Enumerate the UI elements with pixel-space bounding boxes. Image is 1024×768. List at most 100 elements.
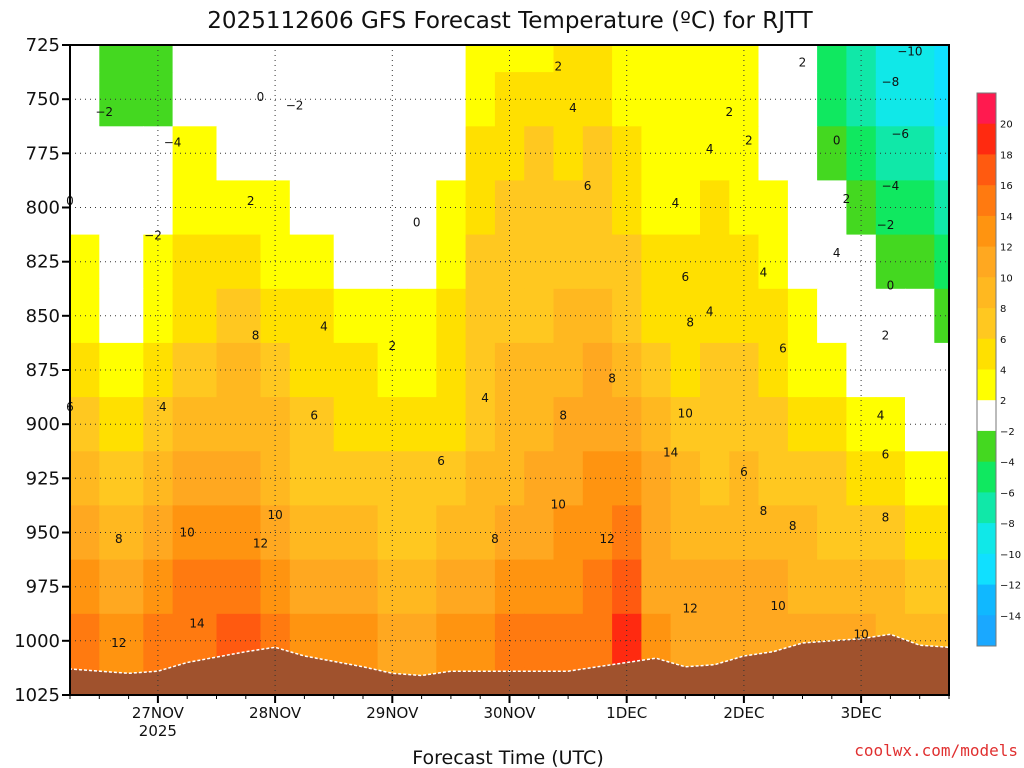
- heatmap-cell: [216, 234, 262, 290]
- heatmap-cell: [407, 180, 437, 236]
- heatmap-cell: [143, 613, 174, 669]
- heatmap-cell: [787, 288, 818, 344]
- colorbar-swatch: [977, 277, 996, 309]
- heatmap-cell: [729, 505, 760, 561]
- heatmap-cell: [553, 126, 584, 182]
- contour-label: 10: [551, 497, 566, 511]
- heatmap-cell: [553, 234, 584, 290]
- y-tick-label: 800: [26, 198, 60, 219]
- heatmap-cell: [99, 180, 144, 236]
- heatmap-cell: [700, 342, 730, 398]
- x-axis-label: Forecast Time (UTC): [412, 747, 603, 768]
- plot-area: 2 2−102−2−40−2 42 0−8−64−460 2 4 2−20 −24460488…: [66, 44, 950, 696]
- heatmap-cell: [377, 45, 408, 73]
- y-tick-label: 775: [26, 143, 60, 164]
- contour-label: 10: [180, 526, 195, 540]
- credit-text: coolwx.com/models: [854, 741, 1018, 760]
- heatmap-cell: [143, 505, 174, 561]
- contour-label: −2: [95, 105, 113, 119]
- heatmap-cell: [524, 451, 555, 507]
- contour-label: 4: [320, 320, 328, 334]
- heatmap-cell: [436, 505, 467, 561]
- heatmap-cell: [612, 397, 642, 452]
- colorbar-swatch: [977, 369, 996, 401]
- contour-label: 0: [833, 133, 841, 147]
- heatmap-cell: [905, 126, 935, 182]
- heatmap-cell: [99, 505, 144, 561]
- heatmap-cell: [216, 126, 262, 182]
- heatmap-cell: [553, 288, 584, 344]
- grid: [70, 44, 949, 696]
- contour-label: 6: [584, 179, 592, 193]
- heatmap-cell: [582, 234, 613, 290]
- contour-label: 4: [569, 101, 577, 115]
- heatmap-cell: [407, 234, 437, 290]
- heatmap-cell: [524, 72, 555, 127]
- heatmap-cell: [758, 559, 789, 615]
- heatmap-cell: [524, 505, 555, 561]
- heatmap-cell: [289, 342, 335, 398]
- heatmap-cell: [846, 45, 877, 73]
- heatmap-cell: [494, 613, 525, 669]
- heatmap-cell: [817, 288, 847, 344]
- heatmap-cell: [700, 505, 730, 561]
- heatmap-cell: [875, 45, 906, 73]
- heatmap-cell: [846, 397, 877, 452]
- heatmap-cell: [553, 342, 584, 398]
- heatmap-cell: [787, 505, 818, 561]
- colorbar-label: 12: [1000, 243, 1013, 254]
- heatmap-cell: [612, 451, 642, 507]
- heatmap-cell: [817, 72, 847, 127]
- heatmap-cell: [407, 613, 437, 669]
- heatmap-cell: [289, 72, 335, 127]
- heatmap-cell: [612, 45, 642, 73]
- heatmap-cell: [524, 45, 555, 73]
- heatmap-cell: [787, 72, 818, 127]
- contour-label: 12: [683, 601, 698, 615]
- heatmap-cell: [641, 397, 672, 452]
- heatmap-cell: [729, 397, 760, 452]
- colorbar-label: 2: [1000, 396, 1006, 407]
- heatmap-cell: [377, 288, 408, 344]
- heatmap-cell: [817, 505, 847, 561]
- heatmap-cell: [494, 180, 525, 236]
- colorbar-label: 14: [1000, 212, 1013, 223]
- x-tick-label: 28NOV: [249, 704, 302, 722]
- contour-label: 8: [115, 532, 123, 546]
- heatmap-cell: [700, 72, 730, 127]
- colorbar-label: 8: [1000, 304, 1006, 315]
- heatmap-cell: [524, 613, 555, 669]
- heatmap-cell: [700, 288, 730, 344]
- contour-label: 6: [740, 465, 748, 479]
- heatmap-cell: [289, 288, 335, 344]
- heatmap-cell: [436, 126, 467, 182]
- heatmap-cell: [172, 45, 218, 73]
- heatmap-cell: [289, 505, 335, 561]
- heatmap-cell: [729, 72, 760, 127]
- heatmap-cell: [729, 559, 760, 615]
- heatmap-cell: [582, 126, 613, 182]
- heatmap-cell: [787, 397, 818, 452]
- contour-label: −4: [882, 179, 900, 193]
- y-tick-label: 875: [26, 360, 60, 381]
- heatmap-cell: [612, 505, 642, 561]
- heatmap-cell: [70, 288, 100, 344]
- heatmap-cell: [758, 505, 789, 561]
- colorbar-label: 16: [1000, 181, 1013, 192]
- heatmap-cell: [787, 451, 818, 507]
- colorbar-label: −12: [1000, 581, 1021, 592]
- heatmap-cell: [641, 180, 672, 236]
- heatmap-cell: [216, 288, 262, 344]
- heatmap-cell: [553, 613, 584, 669]
- heatmap-cell: [289, 126, 335, 182]
- heatmap-cell: [934, 505, 950, 561]
- contour-label: 14: [189, 617, 204, 631]
- heatmap-cell: [289, 397, 335, 452]
- contour-label: 8: [789, 519, 797, 533]
- y-axis: 725 750 775 800 825 850 875 900 925 950 975 1000 102…: [14, 35, 70, 706]
- terrain-surface: [69, 633, 950, 696]
- heatmap-cell: [377, 180, 408, 236]
- heatmap-cell: [817, 559, 847, 615]
- colorbar-swatch: [977, 154, 996, 186]
